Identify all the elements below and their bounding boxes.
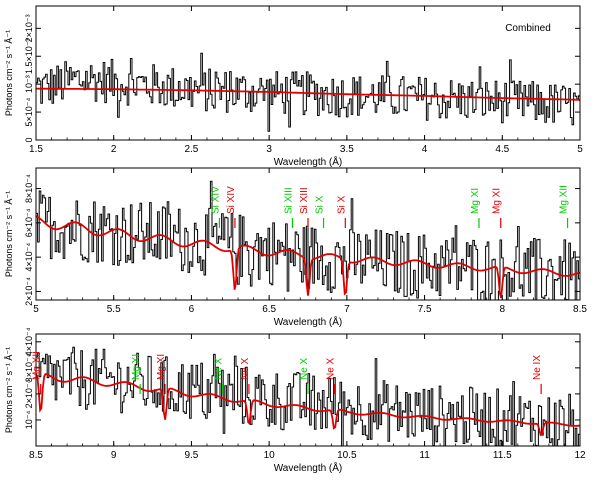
plot-frame-panel-3 bbox=[35, 333, 581, 447]
x-tick-label: 3 bbox=[266, 144, 272, 155]
y-tick-label: 6×10⁻⁴ bbox=[24, 208, 34, 237]
y-tick-label: 10⁻³ bbox=[24, 75, 34, 93]
x-tick-label: 6 bbox=[189, 304, 195, 315]
y-tick-label: 10⁻⁴ bbox=[24, 411, 34, 430]
y-axis-label: Photons cm⁻² s⁻¹ Å⁻¹ bbox=[4, 347, 14, 433]
chart-panel-3: 8.5 9 9.5 10 10.5 11 11.5 12 10⁻⁴ 2×10⁻⁴3×10⁻⁴4×1… bbox=[4, 327, 586, 474]
y-tick-label: 3×10⁻⁴ bbox=[24, 353, 34, 382]
line-label: Si X bbox=[336, 195, 347, 214]
x-tick-label: 10 bbox=[264, 450, 276, 461]
x-tick-label: 9 bbox=[111, 450, 117, 461]
line-label: Si XIV bbox=[210, 186, 221, 214]
x-tick-label: 12 bbox=[574, 450, 586, 461]
data-series-panel-3 bbox=[36, 346, 580, 446]
x-tick-label: 2.5 bbox=[184, 144, 198, 155]
x-tick-label: 9.5 bbox=[184, 450, 198, 461]
chart-panel-1: 1.5 2 2.5 3 3.5 4 4.5 5 0 5×10⁻⁴ 10⁻³1.5×10⁻³2×10⁻… bbox=[4, 5, 583, 168]
x-tick-label: 5 bbox=[33, 304, 39, 315]
x-tick-label: 2 bbox=[111, 144, 117, 155]
x-tick-label: 7 bbox=[344, 304, 350, 315]
plot-frame-panel-2 bbox=[35, 167, 581, 301]
y-tick-label: 5×10⁻⁴ bbox=[24, 98, 34, 127]
panel-annotation: Combined bbox=[505, 23, 551, 34]
line-label: Si XIII bbox=[283, 187, 294, 214]
line-label: Ne X bbox=[299, 357, 310, 380]
line-label: Mg XI bbox=[470, 188, 481, 214]
line-label: Si X bbox=[315, 195, 326, 214]
chart-panel-2: 5 5.5 6 6.5 7 7.5 8 8.5 2×10⁻⁴ 4×10⁻⁴ 6×10⁻⁴ 8×10⁻⁴… bbox=[4, 167, 587, 328]
x-tick-label: 6.5 bbox=[262, 304, 276, 315]
line-label: Mg XI bbox=[131, 354, 142, 380]
y-tick-label: 4×10⁻⁴ bbox=[24, 243, 34, 272]
y-tick-label: 2×10⁻⁴ bbox=[24, 379, 34, 408]
x-axis-label: Wavelength (Å) bbox=[274, 155, 343, 168]
x-tick-label: 1.5 bbox=[29, 144, 43, 155]
y-tick-label: 4×10⁻⁴ bbox=[24, 327, 34, 356]
x-tick-label: 11.5 bbox=[493, 450, 512, 461]
y-tick-label: 8×10⁻⁴ bbox=[24, 174, 34, 203]
x-tick-label: 11 bbox=[419, 450, 430, 461]
x-tick-label: 8 bbox=[500, 304, 506, 315]
data-series-panel-2 bbox=[36, 180, 580, 300]
line-label: Ne X bbox=[325, 357, 336, 380]
line-label: Ne X bbox=[240, 357, 251, 380]
x-tick-label: 7.5 bbox=[418, 304, 432, 315]
line-label: Mg XI bbox=[156, 354, 167, 380]
x-tick-label: 5 bbox=[577, 144, 583, 155]
y-axis-label: Photons cm⁻² s⁻¹ Å⁻¹ bbox=[4, 30, 14, 116]
x-tick-label: 4.5 bbox=[495, 144, 509, 155]
line-label: Mg XI bbox=[492, 188, 503, 214]
model-series-panel-2 bbox=[36, 215, 580, 299]
x-tick-label: 8.5 bbox=[573, 304, 587, 315]
x-tick-label: 5.5 bbox=[107, 304, 121, 315]
y-tick-label: 0 bbox=[24, 137, 34, 142]
y-axis-label: Photons cm⁻² s⁻¹ Å⁻¹ bbox=[4, 191, 14, 277]
x-tick-label: 8.5 bbox=[29, 450, 43, 461]
line-label: Ne IX bbox=[532, 355, 543, 380]
model-series-panel-1 bbox=[36, 87, 580, 101]
line-label: Mg XII bbox=[32, 351, 43, 380]
data-series-panel-1 bbox=[36, 52, 580, 132]
line-label: Ne X bbox=[214, 357, 225, 380]
y-tick-label: 2×10⁻⁴ bbox=[24, 277, 34, 306]
plot-frame-panel-1 bbox=[35, 5, 581, 141]
x-tick-label: 3.5 bbox=[340, 144, 354, 155]
x-tick-label: 10.5 bbox=[337, 450, 357, 461]
line-label: Mg XII bbox=[559, 185, 570, 214]
model-series-panel-3 bbox=[36, 372, 580, 437]
y-tick-label: 1.5×10⁻³ bbox=[24, 38, 34, 74]
line-label: Si XIV bbox=[226, 186, 237, 214]
y-tick-label: 2×10⁻³ bbox=[24, 14, 34, 42]
x-tick-label: 4 bbox=[422, 144, 428, 155]
x-axis-label: Wavelength (Å) bbox=[274, 461, 343, 474]
x-axis-label: Wavelength (Å) bbox=[274, 315, 343, 328]
line-label: Si XIII bbox=[299, 187, 310, 214]
